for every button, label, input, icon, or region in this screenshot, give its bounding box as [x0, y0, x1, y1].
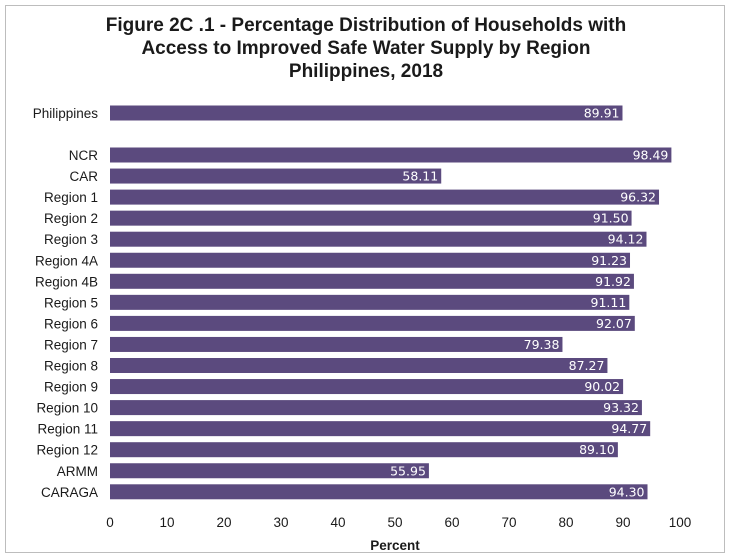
chart-title-line-3: Philippines, 2018 — [288, 61, 444, 82]
category-label: Region 4B — [35, 274, 98, 289]
category-label: Region 6 — [44, 316, 98, 331]
value-label: 98.49 — [633, 148, 669, 163]
bar-region-5 — [110, 294, 630, 310]
category-label: Region 9 — [44, 380, 98, 395]
bar-region-1 — [110, 189, 660, 205]
category-label: CAR — [69, 169, 98, 184]
category-label: NCR — [69, 148, 98, 163]
bar-region-11 — [110, 421, 651, 437]
value-label: 89.91 — [584, 106, 620, 121]
value-label: 94.12 — [608, 232, 644, 247]
bar-car — [110, 168, 442, 184]
bar-ncr — [110, 147, 672, 163]
value-label: 79.38 — [524, 337, 560, 352]
bar-region-6 — [110, 315, 635, 331]
category-label: Region 4A — [35, 253, 98, 268]
x-tick-label: 50 — [387, 515, 402, 530]
x-tick-label: 10 — [159, 515, 174, 530]
x-tick-label: 100 — [669, 515, 692, 530]
bar-region-8 — [110, 358, 608, 373]
value-label: 58.11 — [402, 169, 438, 184]
x-tick-label: 20 — [216, 515, 231, 530]
chart-title-line-2: Access to Improved Safe Water Supply by … — [141, 38, 591, 59]
bar-caraga — [110, 484, 648, 500]
bar-philippines — [110, 105, 623, 121]
bar-region-2 — [110, 210, 632, 226]
bar-region-10 — [110, 400, 642, 416]
category-label: Region 11 — [37, 422, 98, 437]
x-tick-label: 0 — [106, 515, 114, 530]
category-label: Region 1 — [44, 190, 98, 205]
bar-region-7 — [110, 336, 563, 352]
value-label: 92.07 — [596, 316, 632, 331]
bar-region-9 — [110, 379, 624, 395]
category-label: CARAGA — [41, 485, 98, 500]
x-tick-label: 60 — [444, 515, 459, 530]
bar-region-4b — [110, 273, 634, 289]
value-label: 96.32 — [620, 190, 656, 205]
value-label: 89.10 — [579, 442, 615, 457]
category-label: Region 10 — [36, 401, 98, 416]
category-label: Region 3 — [44, 232, 98, 247]
bar-region-4a — [110, 252, 631, 268]
x-axis-ticks: 0 10 20 30 40 50 60 70 80 90 100 — [106, 515, 691, 530]
x-tick-label: 30 — [273, 515, 288, 530]
value-label: 91.11 — [591, 295, 627, 310]
value-label: 91.23 — [591, 253, 627, 268]
value-label: 55.95 — [390, 463, 426, 478]
value-label: 90.02 — [584, 379, 620, 394]
category-label: Region 5 — [44, 295, 98, 310]
bars-group: 89.91 98.49 58.11 96.32 91.50 94.12 91.23 91.92… — [110, 105, 672, 500]
value-label: 91.50 — [593, 211, 629, 226]
x-tick-label: 70 — [501, 515, 516, 530]
x-tick-label: 90 — [615, 515, 630, 530]
value-label: 94.30 — [609, 484, 645, 499]
x-tick-label: 40 — [330, 515, 345, 530]
bar-region-3 — [110, 231, 647, 247]
bar-armm — [110, 463, 429, 479]
category-label: Philippines — [33, 106, 99, 121]
category-label: Region 8 — [44, 359, 98, 374]
value-label: 93.32 — [603, 400, 639, 415]
x-tick-label: 80 — [558, 515, 573, 530]
category-label: Region 12 — [36, 443, 98, 458]
value-label: 91.92 — [595, 274, 631, 289]
category-label: Region 2 — [44, 211, 98, 226]
value-label: 87.27 — [569, 358, 605, 373]
chart-title-line-1: Figure 2C .1 - Percentage Distribution o… — [105, 15, 627, 36]
category-label: ARMM — [57, 464, 98, 479]
chart-title: Figure 2C .1 - Percentage Distribution o… — [0, 14, 732, 83]
value-label: 94.77 — [611, 421, 647, 436]
category-label: Region 7 — [44, 337, 98, 352]
x-axis-label: Percent — [370, 538, 420, 553]
bar-region-12 — [110, 442, 618, 458]
category-labels: Philippines NCR CAR Region 1 Region 2 Region … — [33, 106, 99, 500]
